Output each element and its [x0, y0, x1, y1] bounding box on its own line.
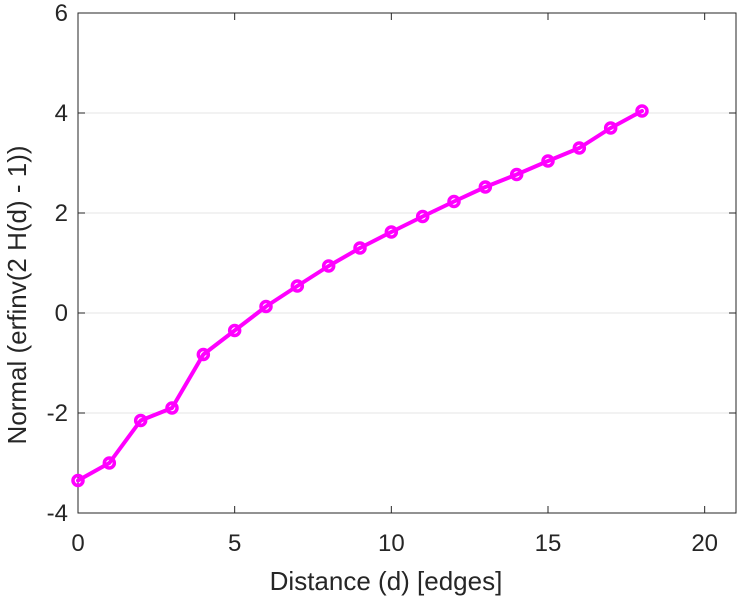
- axis-ticks: -4 -2 0 2 4 6 0 5 10 15 20: [47, 0, 736, 557]
- x-tick-label: 5: [228, 530, 241, 557]
- data-point: [635, 104, 649, 118]
- data-point: [415, 209, 430, 224]
- data-point: [478, 180, 493, 194]
- data-point: [509, 167, 524, 182]
- y-tick-label: 2: [55, 200, 68, 227]
- y-tick-label: 4: [55, 100, 68, 127]
- data-point: [572, 141, 587, 155]
- x-tick-label: 0: [71, 530, 84, 557]
- x-tick-label: 15: [535, 530, 562, 557]
- x-tick-label: 10: [378, 530, 405, 557]
- data-point: [165, 401, 179, 415]
- grid-lines: [78, 112, 736, 414]
- x-tick-label: 20: [691, 530, 718, 557]
- data-point: [102, 456, 117, 470]
- y-tick-label: -4: [47, 500, 68, 527]
- x-axis-label: Distance (d) [edges]: [270, 566, 503, 596]
- y-axis-label: Normal (erfinv(2 H(d) - 1)): [2, 145, 32, 444]
- series-line: [76, 109, 644, 483]
- y-tick-label: 6: [55, 0, 68, 27]
- series-line-group: [71, 104, 649, 488]
- y-tick-label: 0: [55, 300, 68, 327]
- data-point: [447, 194, 461, 209]
- data-point: [196, 347, 211, 362]
- data-point: [71, 473, 85, 488]
- data-point: [227, 323, 242, 338]
- data-point: [290, 279, 305, 293]
- y-tick-label: -2: [47, 400, 68, 427]
- data-point: [259, 299, 273, 314]
- data-point: [603, 121, 618, 135]
- data-point: [353, 241, 367, 255]
- data-point: [541, 154, 555, 168]
- data-point: [133, 413, 148, 428]
- data-point: [384, 225, 399, 239]
- plot-area: [77, 12, 737, 514]
- data-point: [321, 259, 336, 273]
